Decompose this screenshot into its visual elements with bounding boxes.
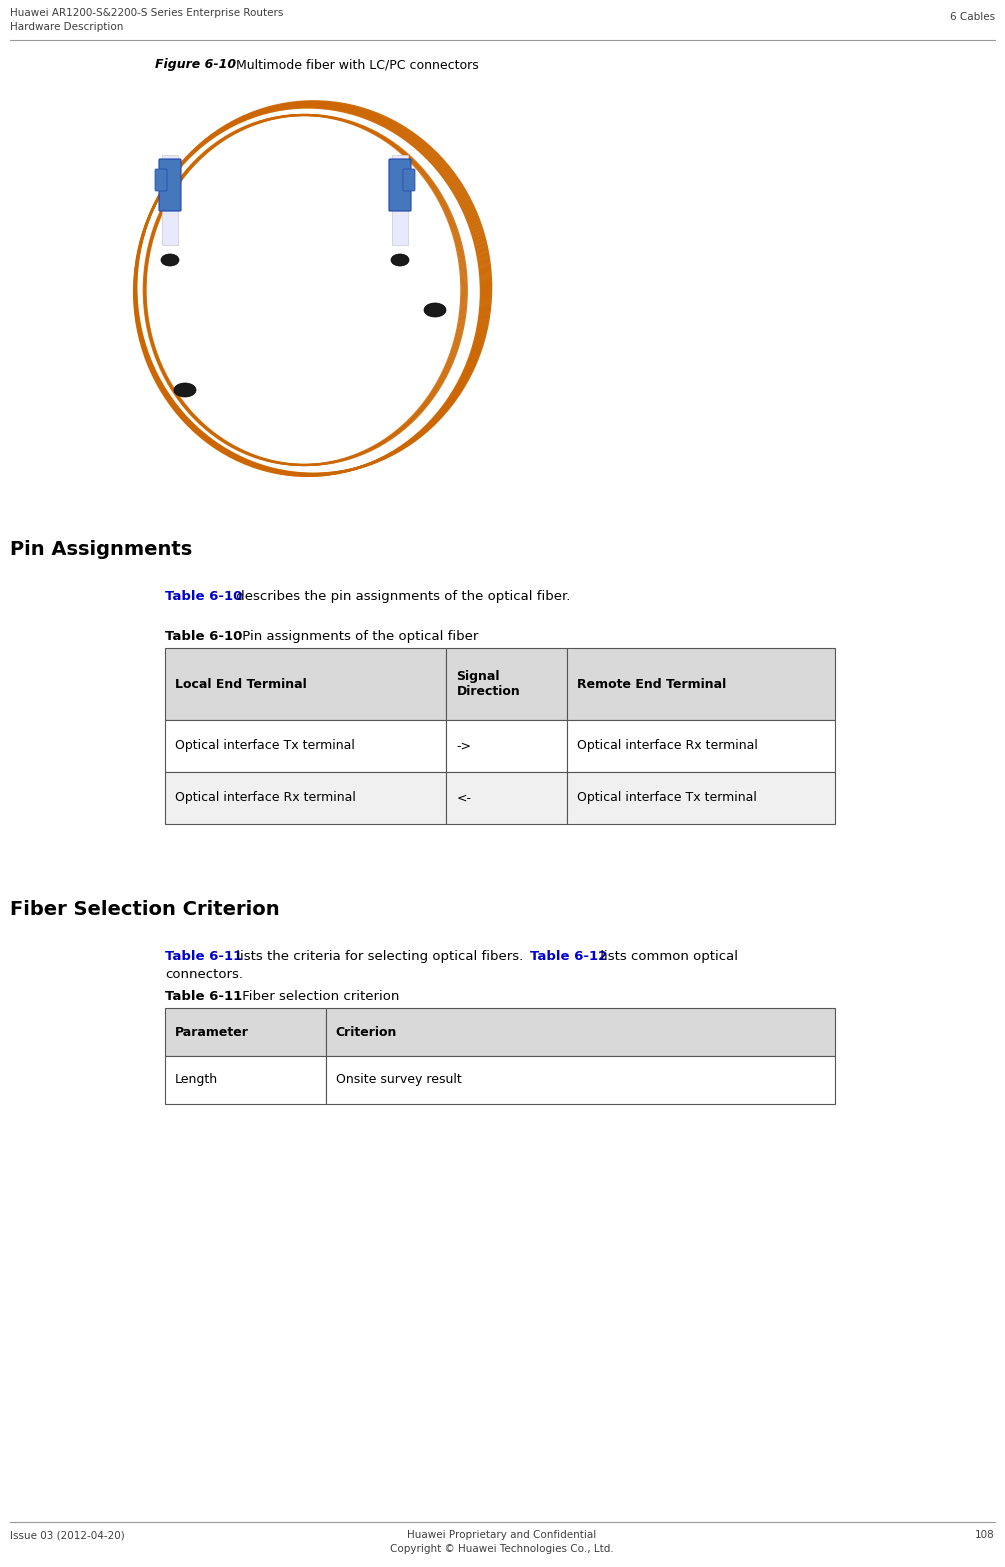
Text: Table 6-10: Table 6-10	[165, 591, 242, 603]
Text: Multimode fiber with LC/PC connectors: Multimode fiber with LC/PC connectors	[232, 58, 478, 71]
Text: Fiber Selection Criterion: Fiber Selection Criterion	[10, 899, 279, 918]
Text: Copyright © Huawei Technologies Co., Ltd.: Copyright © Huawei Technologies Co., Ltd…	[390, 1543, 614, 1554]
Text: 108: 108	[975, 1529, 995, 1540]
Text: Optical interface Rx terminal: Optical interface Rx terminal	[577, 740, 758, 752]
Bar	[165, 1056, 326, 1105]
FancyBboxPatch shape	[389, 158, 411, 212]
Text: Onsite survey result: Onsite survey result	[336, 1073, 461, 1086]
Text: Figure 6-10: Figure 6-10	[155, 58, 236, 71]
Text: Issue 03 (2012-04-20): Issue 03 (2012-04-20)	[10, 1529, 125, 1540]
Text: Table 6-11: Table 6-11	[165, 950, 242, 964]
Text: Optical interface Tx terminal: Optical interface Tx terminal	[577, 791, 757, 804]
Text: Local End Terminal: Local End Terminal	[175, 677, 307, 691]
Text: Table 6-12: Table 6-12	[530, 950, 607, 964]
Text: Pin Assignments: Pin Assignments	[10, 541, 192, 559]
Text: Hardware Description: Hardware Description	[10, 22, 124, 31]
Text: Remote End Terminal: Remote End Terminal	[577, 677, 727, 691]
Bar	[567, 719, 835, 773]
Text: Parameter: Parameter	[175, 1025, 249, 1039]
Text: lists common optical: lists common optical	[596, 950, 738, 964]
Bar	[162, 155, 178, 244]
Bar	[567, 649, 835, 719]
Text: Huawei Proprietary and Confidential: Huawei Proprietary and Confidential	[407, 1529, 597, 1540]
Text: Signal
Direction: Signal Direction	[456, 671, 521, 697]
Text: Length: Length	[175, 1073, 218, 1086]
Text: ->: ->	[456, 740, 471, 752]
Text: Criterion: Criterion	[336, 1025, 397, 1039]
Text: Fiber selection criterion: Fiber selection criterion	[238, 990, 399, 1003]
Ellipse shape	[391, 254, 409, 266]
Bar	[392, 155, 408, 244]
Bar	[165, 719, 446, 773]
Text: lists the criteria for selecting optical fibers.: lists the criteria for selecting optical…	[232, 950, 528, 964]
Bar	[165, 1008, 326, 1056]
FancyBboxPatch shape	[159, 158, 181, 212]
Bar	[326, 1056, 835, 1105]
Ellipse shape	[424, 302, 446, 317]
Bar	[567, 773, 835, 824]
Bar	[446, 719, 567, 773]
FancyBboxPatch shape	[155, 169, 167, 191]
Ellipse shape	[174, 382, 196, 396]
Text: Table 6-11: Table 6-11	[165, 990, 242, 1003]
FancyBboxPatch shape	[403, 169, 415, 191]
Text: Huawei AR1200-S&2200-S Series Enterprise Routers: Huawei AR1200-S&2200-S Series Enterprise…	[10, 8, 283, 17]
Text: Optical interface Tx terminal: Optical interface Tx terminal	[175, 740, 355, 752]
Text: Table 6-10: Table 6-10	[165, 630, 242, 642]
Text: <-: <-	[456, 791, 471, 804]
Bar	[165, 649, 446, 719]
Text: connectors.: connectors.	[165, 968, 243, 981]
Bar	[446, 773, 567, 824]
Bar	[326, 1008, 835, 1056]
Text: 6 Cables: 6 Cables	[950, 13, 995, 22]
Text: describes the pin assignments of the optical fiber.: describes the pin assignments of the opt…	[232, 591, 571, 603]
Text: Pin assignments of the optical fiber: Pin assignments of the optical fiber	[238, 630, 478, 642]
Bar	[165, 773, 446, 824]
Bar	[446, 649, 567, 719]
Ellipse shape	[161, 254, 179, 266]
Text: Optical interface Rx terminal: Optical interface Rx terminal	[175, 791, 356, 804]
